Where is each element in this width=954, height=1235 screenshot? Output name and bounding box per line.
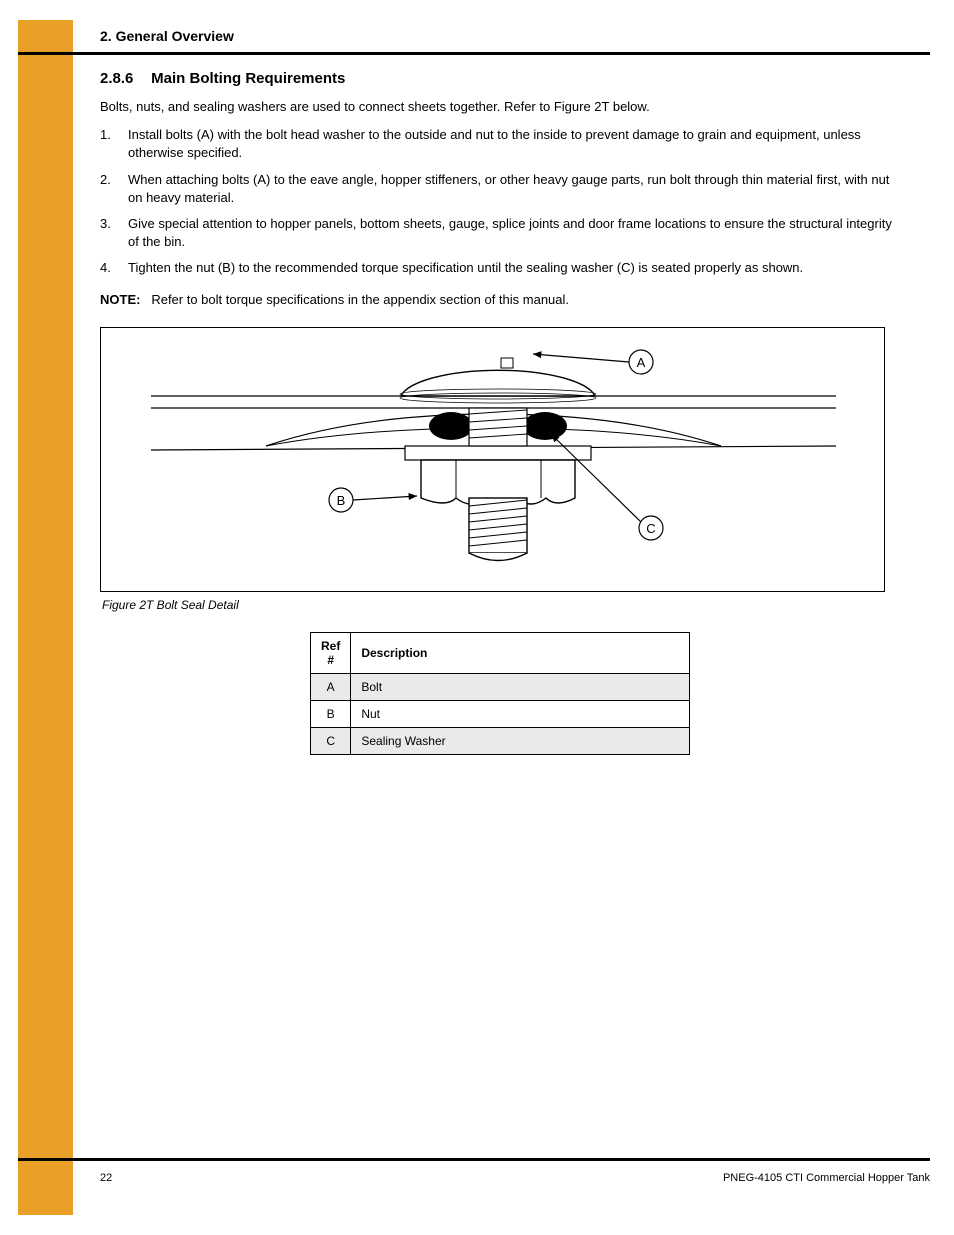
step-number: 3. bbox=[100, 215, 128, 251]
figure-container: A B C bbox=[100, 327, 885, 592]
step-number: 4. bbox=[100, 259, 128, 277]
step-item: 3. Give special attention to hopper pane… bbox=[100, 215, 900, 251]
table-row: B Nut bbox=[311, 700, 690, 727]
page-header-title: 2. General Overview bbox=[100, 28, 234, 44]
table-row: C Sealing Washer bbox=[311, 727, 690, 754]
side-accent-bar bbox=[18, 20, 73, 1215]
table-row: A Bolt bbox=[311, 673, 690, 700]
legend-header-desc: Description bbox=[351, 632, 690, 673]
legend-ref: C bbox=[311, 727, 351, 754]
legend-ref: A bbox=[311, 673, 351, 700]
svg-text:A: A bbox=[637, 355, 646, 370]
subsection-number: 2.8.6 bbox=[100, 70, 133, 87]
step-number: 1. bbox=[100, 126, 128, 162]
legend-desc: Sealing Washer bbox=[351, 727, 690, 754]
legend-desc: Nut bbox=[351, 700, 690, 727]
footer-page-number: 22 bbox=[100, 1172, 112, 1184]
note-label: NOTE: bbox=[100, 292, 140, 307]
step-text: Give special attention to hopper panels,… bbox=[128, 215, 900, 251]
legend-ref: B bbox=[311, 700, 351, 727]
step-number: 2. bbox=[100, 171, 128, 207]
intro-paragraph: Bolts, nuts, and sealing washers are use… bbox=[100, 98, 900, 116]
figure-caption: Figure 2T Bolt Seal Detail bbox=[100, 598, 900, 612]
step-item: 2. When attaching bolts (A) to the eave … bbox=[100, 171, 900, 207]
svg-text:B: B bbox=[337, 493, 346, 508]
subsection-title: Main Bolting Requirements bbox=[151, 70, 345, 87]
bottom-rule bbox=[18, 1158, 930, 1161]
step-text: When attaching bolts (A) to the eave ang… bbox=[128, 171, 900, 207]
legend-table: Ref # Description A Bolt B Nut C Sealing… bbox=[310, 632, 690, 755]
svg-text:C: C bbox=[646, 521, 655, 536]
callout-a: A bbox=[533, 350, 653, 374]
step-item: 4. Tighten the nut (B) to the recommende… bbox=[100, 259, 900, 277]
step-text: Install bolts (A) with the bolt head was… bbox=[128, 126, 900, 162]
footer-doc-id: PNEG-4105 CTI Commercial Hopper Tank bbox=[723, 1172, 930, 1184]
callout-b: B bbox=[329, 488, 417, 512]
bolt-diagram: A B C bbox=[101, 328, 886, 593]
legend-header-ref: Ref # bbox=[311, 632, 351, 673]
step-item: 1. Install bolts (A) with the bolt head … bbox=[100, 126, 900, 162]
top-rule bbox=[18, 52, 930, 55]
note-text: Refer to bolt torque specifications in t… bbox=[151, 292, 569, 307]
legend-desc: Bolt bbox=[351, 673, 690, 700]
step-text: Tighten the nut (B) to the recommended t… bbox=[128, 259, 803, 277]
main-content: 2.8.6 Main Bolting Requirements Bolts, n… bbox=[100, 70, 900, 755]
